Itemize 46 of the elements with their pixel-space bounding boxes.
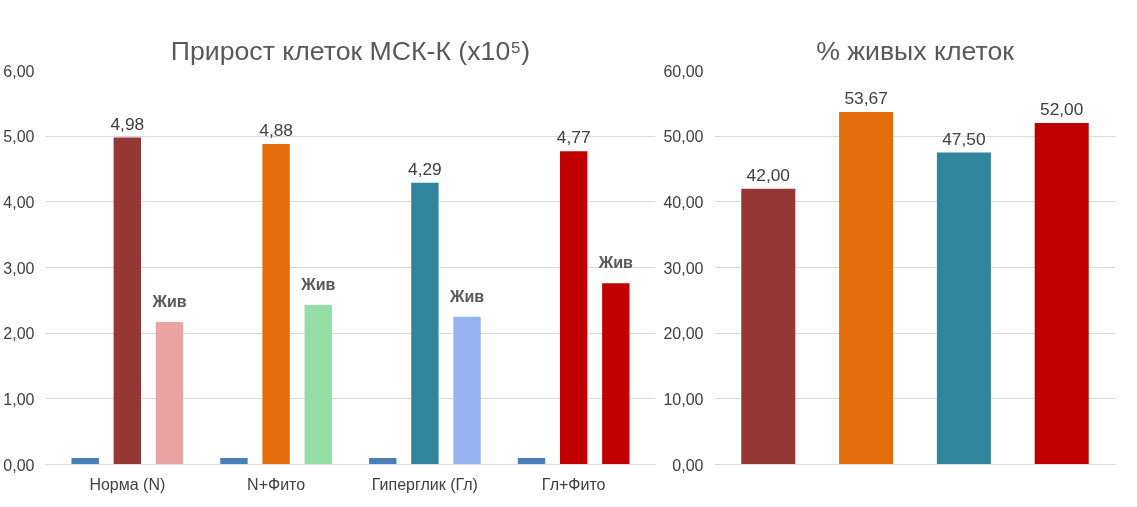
bar — [839, 112, 894, 465]
bar — [220, 457, 248, 465]
bar — [453, 316, 481, 465]
text: Жив — [301, 276, 336, 294]
y-tick-label: 5,00 — [3, 128, 35, 146]
data-label: 4,77 — [556, 127, 591, 148]
bar — [411, 182, 439, 465]
chart-title: Прирост клеток МСК-К (x10⁵) — [170, 35, 531, 66]
chart-title: % живых клеток — [816, 35, 1015, 66]
y-tick-label: 20,00 — [663, 325, 704, 343]
bar — [71, 457, 99, 465]
y-tick-label: 30,00 — [663, 259, 704, 277]
bar — [1034, 123, 1089, 465]
y-tick-label: 6,00 — [3, 62, 35, 80]
bar — [936, 152, 991, 465]
y-tick-label: 10,00 — [663, 390, 704, 408]
y-tick-label: 0,00 — [3, 456, 35, 474]
y-tick-label: 4,00 — [3, 193, 35, 211]
y-tick-label: 1,00 — [3, 390, 35, 408]
data-label: 47,50 — [942, 128, 986, 149]
x-tick-label: N+Фито — [247, 475, 306, 493]
text: Жив — [152, 293, 187, 311]
data-label: 4,88 — [259, 120, 293, 141]
bar — [369, 457, 397, 465]
x-tick-label: Гиперглик (Гл) — [371, 475, 478, 493]
data-label: 42,00 — [746, 164, 790, 185]
y-tick-label: 2,00 — [3, 325, 35, 343]
y-tick-label: 0,00 — [672, 456, 704, 474]
bar — [113, 137, 142, 465]
bar — [304, 304, 332, 465]
data-label: 4,98 — [110, 113, 145, 134]
data-label: 52,00 — [1040, 99, 1084, 120]
data-label: 53,67 — [844, 88, 888, 109]
y-tick-label: 50,00 — [663, 128, 704, 146]
x-tick-label: Гл+Фито — [541, 475, 606, 493]
y-tick-label: 3,00 — [3, 259, 35, 277]
data-label: 4,29 — [408, 158, 442, 179]
bar — [155, 322, 184, 465]
bar — [517, 457, 546, 465]
text: Жив — [598, 254, 633, 272]
bar — [741, 188, 796, 465]
x-tick-label: Норма (N) — [89, 475, 166, 493]
y-tick-label: 40,00 — [663, 193, 704, 211]
series-label: Жив — [448, 287, 485, 305]
y-tick-label: 60,00 — [663, 62, 704, 80]
bar — [262, 144, 290, 465]
